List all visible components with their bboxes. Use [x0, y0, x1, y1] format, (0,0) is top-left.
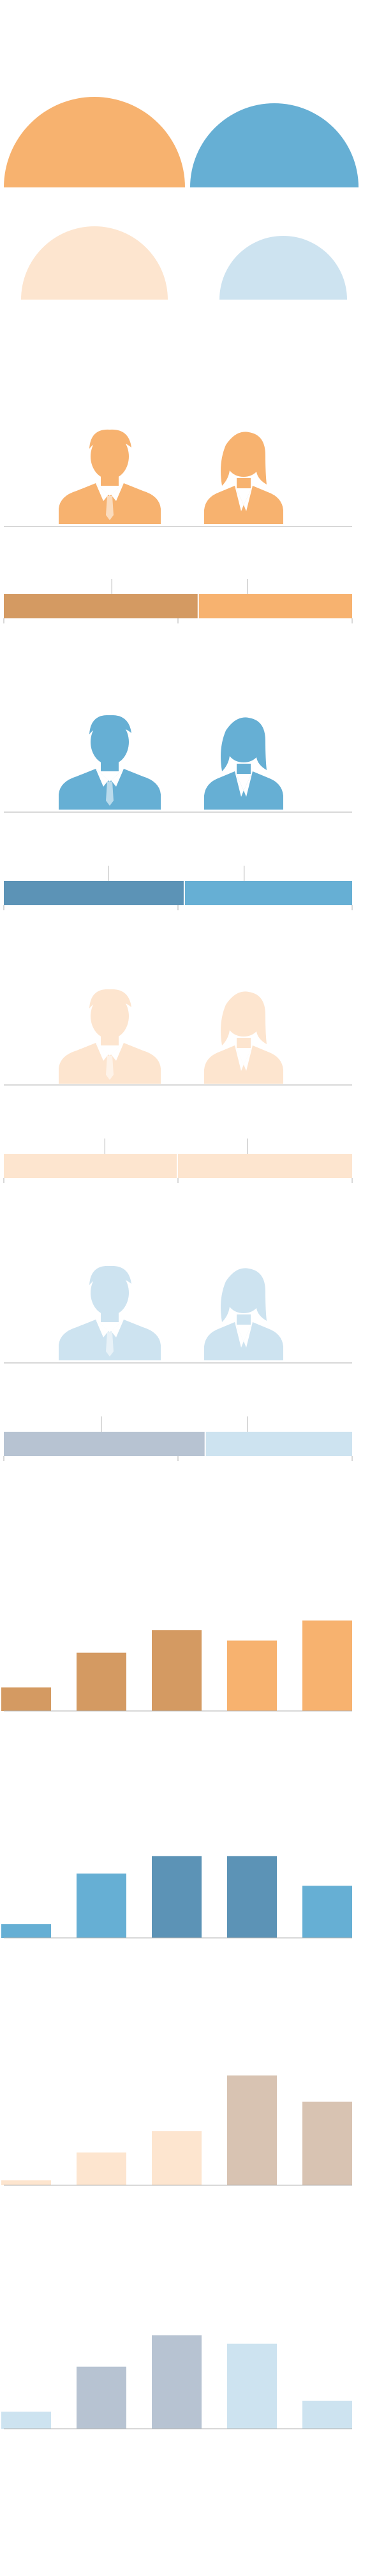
male-person-icon — [59, 429, 161, 524]
pictograph-group-2 — [3, 715, 353, 910]
male-head — [91, 993, 129, 1039]
female-collar — [235, 771, 253, 797]
pictograph-group-3 — [3, 989, 353, 1183]
bar — [302, 1886, 352, 1938]
female-hair-head — [221, 717, 267, 771]
bar-chart-4 — [1, 2335, 352, 2429]
male-head — [91, 719, 129, 765]
bar — [227, 1856, 277, 1938]
bar — [77, 1874, 126, 1938]
bar — [302, 2101, 352, 2185]
bar — [77, 2366, 126, 2429]
male-collar — [96, 1043, 124, 1061]
bar — [1, 1924, 51, 1938]
bar — [77, 1652, 126, 1711]
male-tie — [106, 496, 114, 520]
half-disc-icon — [21, 226, 168, 300]
half-disc-icon — [190, 103, 359, 187]
female-hair-head — [221, 1268, 267, 1322]
stacked-bar-segment — [205, 1432, 352, 1456]
male-person-icon — [59, 1265, 161, 1360]
bar — [152, 1856, 202, 1938]
stacked-bar-segment — [198, 594, 352, 618]
stacked-bar-segment — [178, 1154, 352, 1178]
female-person-icon — [204, 991, 283, 1084]
male-collar — [96, 1320, 124, 1337]
female-hair-head — [221, 432, 267, 486]
pictograph-group-1 — [3, 429, 353, 623]
bar — [152, 2131, 202, 2185]
bar — [302, 2401, 352, 2429]
male-tie — [106, 782, 114, 806]
bar — [302, 1620, 352, 1711]
female-neck — [237, 478, 251, 488]
stacked-bar-segment — [4, 1154, 177, 1178]
stacked-bar-segment — [184, 881, 352, 905]
bar-chart-1 — [1, 1620, 352, 1712]
male-hair — [89, 429, 131, 449]
male-collar — [96, 769, 124, 787]
female-person-icon — [204, 717, 283, 810]
bar — [1, 1687, 51, 1711]
female-hair-head — [221, 991, 267, 1045]
bar — [152, 2335, 202, 2429]
stacked-bar-segment — [4, 881, 184, 905]
male-hair — [89, 1265, 131, 1285]
female-collar — [235, 1322, 253, 1348]
bar — [227, 2343, 277, 2429]
female-person-icon — [204, 432, 283, 524]
bar — [1, 2412, 51, 2429]
male-hair — [89, 715, 131, 734]
bar-chart-2 — [1, 1856, 352, 1939]
stacked-bar-segment — [4, 1432, 205, 1456]
half-disc-icon — [219, 236, 347, 300]
female-collar — [235, 1045, 253, 1071]
male-tie — [106, 1056, 114, 1080]
male-collar — [96, 483, 124, 501]
female-person-icon — [204, 1268, 283, 1360]
male-head — [91, 1270, 129, 1316]
female-collar — [235, 486, 253, 511]
bar — [227, 2075, 277, 2185]
male-person-icon — [59, 715, 161, 810]
male-head — [91, 433, 129, 479]
bar — [1, 2180, 51, 2185]
female-neck — [237, 1314, 251, 1325]
pictograph-group-4 — [3, 1265, 353, 1461]
stacked-bar-segment — [4, 594, 198, 618]
bar-chart-3 — [1, 2075, 352, 2186]
bar — [227, 1640, 277, 1711]
female-neck — [237, 764, 251, 774]
half-disc-icon — [4, 97, 185, 187]
male-tie — [106, 1332, 114, 1357]
bar — [152, 1630, 202, 1711]
female-neck — [237, 1038, 251, 1048]
male-hair — [89, 989, 131, 1008]
male-person-icon — [59, 989, 161, 1084]
bar — [77, 2152, 126, 2185]
